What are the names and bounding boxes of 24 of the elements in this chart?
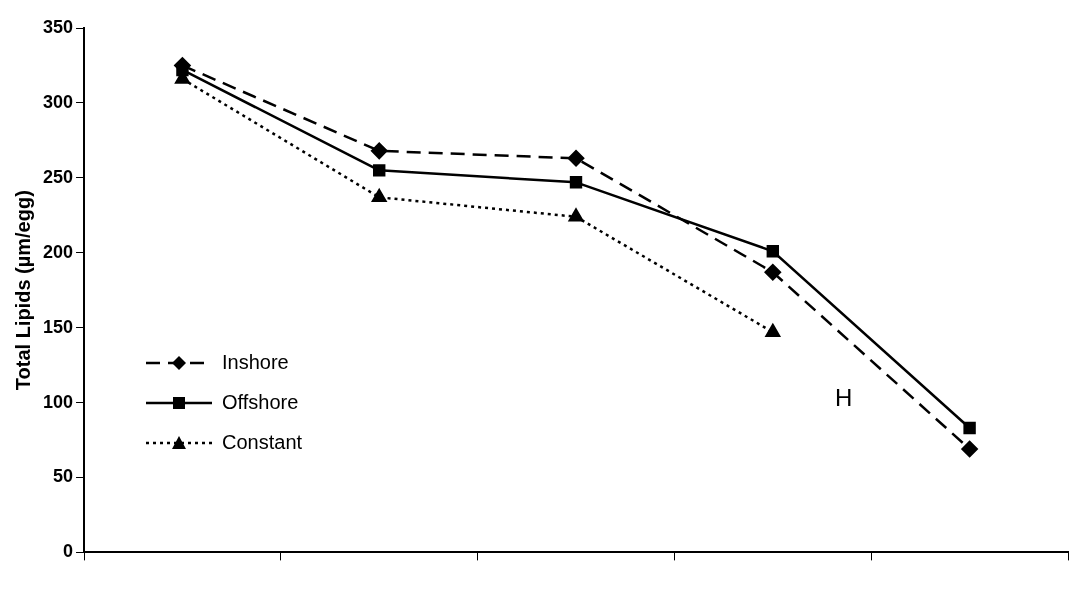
point [961, 440, 978, 458]
legend-label: Constant [222, 431, 303, 455]
point [765, 323, 781, 337]
y-tick-label: 250 [42, 166, 74, 187]
point [764, 263, 782, 281]
y-tick-label: 0 [63, 541, 74, 562]
point [371, 189, 387, 203]
legend-label: Inshore [222, 351, 289, 375]
point [569, 176, 583, 189]
y-tick-label: 350 [42, 16, 74, 37]
point [568, 208, 584, 222]
y-tick-label: 300 [42, 91, 74, 112]
point [370, 142, 388, 160]
legend-label: Offshore [222, 391, 299, 415]
point [567, 150, 585, 167]
y-tick-label: 50 [53, 466, 74, 487]
y-tick-label: 200 [42, 241, 74, 262]
annotation: H [834, 383, 853, 411]
point [963, 421, 976, 435]
point [373, 164, 386, 177]
y-tick-label: 100 [42, 391, 74, 412]
point [766, 245, 780, 258]
y-tick-label: 150 [42, 316, 74, 337]
y-axis-title: Total Lipids (µm/egg) [11, 190, 34, 391]
